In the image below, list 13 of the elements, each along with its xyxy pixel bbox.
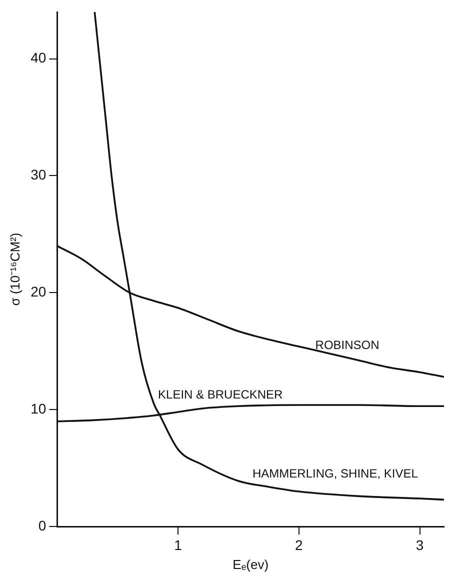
x-tick-label: 1 xyxy=(174,536,182,553)
series-label: HAMMERLING, SHINE, KIVEL xyxy=(252,466,418,481)
series-label: KLEIN & BRUECKNER xyxy=(158,388,284,402)
x-tick-label: 3 xyxy=(416,536,424,553)
y-tick-label: 30 xyxy=(30,166,46,183)
series-label: ROBINSON xyxy=(315,338,380,352)
x-axis-title: Eₑ(ev) xyxy=(232,556,269,572)
y-tick-label: 40 xyxy=(30,50,46,66)
y-tick-label: 10 xyxy=(30,400,46,417)
y-tick-label: 0 xyxy=(38,517,46,534)
y-tick-label: 20 xyxy=(30,284,46,300)
y-axis-title: σ (10⁻¹⁶CM²) xyxy=(7,232,22,306)
x-tick-label: 2 xyxy=(295,536,304,553)
